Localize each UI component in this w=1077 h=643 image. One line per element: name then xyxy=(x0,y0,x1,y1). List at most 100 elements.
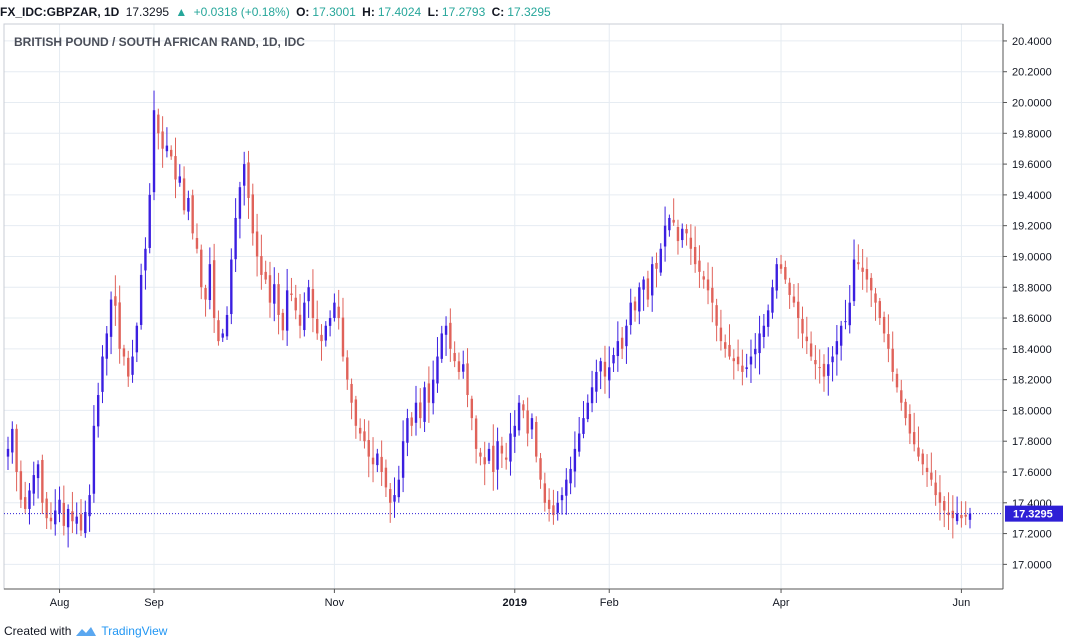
candle xyxy=(814,345,817,380)
candle xyxy=(930,452,933,486)
open-label: O: xyxy=(296,5,310,19)
candle xyxy=(745,353,748,378)
candle-body xyxy=(577,433,581,452)
candle xyxy=(251,183,254,246)
candle xyxy=(376,448,379,473)
candle xyxy=(84,500,87,538)
candle xyxy=(187,190,190,221)
candle-body xyxy=(49,517,53,522)
candle xyxy=(758,315,761,375)
candle xyxy=(736,339,740,372)
candle-body xyxy=(758,333,761,354)
candle xyxy=(311,269,315,333)
candle xyxy=(556,491,559,521)
y-tick-label: 18.8000 xyxy=(1012,282,1052,294)
candle-body xyxy=(728,344,731,357)
candle-body xyxy=(766,310,770,327)
candle-body xyxy=(599,361,602,372)
candle-body xyxy=(595,371,598,392)
candle-body xyxy=(839,325,843,346)
footer-brand[interactable]: TradingView xyxy=(101,624,168,638)
candle-body xyxy=(268,275,272,303)
candle xyxy=(509,412,512,476)
candle-body xyxy=(822,363,826,377)
candle-body xyxy=(934,482,937,496)
candle xyxy=(208,247,212,310)
candle-body xyxy=(148,194,151,248)
candle xyxy=(582,401,585,439)
price-scale[interactable]: 20.4000 20.2000 20.0000 19.8000 19.6000 19.40… xyxy=(1003,36,1052,571)
candle-body xyxy=(466,363,469,396)
candle-body xyxy=(930,472,933,480)
candle-body xyxy=(642,279,645,290)
candle xyxy=(165,127,169,158)
candle-body xyxy=(844,321,847,323)
candle-body xyxy=(277,284,280,315)
candle xyxy=(788,277,791,309)
candle xyxy=(603,345,607,394)
candle-body xyxy=(75,516,78,524)
open-value: 17.3001 xyxy=(312,5,356,19)
candle-body xyxy=(650,264,654,296)
candle-body xyxy=(109,299,113,337)
candle xyxy=(191,189,194,240)
candle xyxy=(882,311,886,343)
candle xyxy=(784,260,787,284)
candle-body xyxy=(15,428,18,472)
candle-body xyxy=(921,453,924,465)
candle xyxy=(19,460,23,509)
candle xyxy=(178,164,181,187)
symbol-name[interactable]: FX_IDC:GBPZAR, 1D xyxy=(0,5,120,19)
candle xyxy=(693,226,697,273)
candle xyxy=(225,306,229,340)
candle xyxy=(715,298,718,342)
candle-body xyxy=(874,293,877,303)
candle-body xyxy=(865,269,869,280)
candle xyxy=(681,223,684,248)
candle xyxy=(212,243,216,333)
candle xyxy=(861,248,864,290)
candle xyxy=(290,277,293,302)
candle-body xyxy=(517,402,521,431)
candle-body xyxy=(358,427,362,434)
candle-body xyxy=(225,314,229,337)
candle-body xyxy=(410,417,413,426)
candle-body xyxy=(195,237,199,249)
candle-body xyxy=(638,287,641,312)
candle xyxy=(749,339,753,383)
candle xyxy=(273,267,276,322)
candle-body xyxy=(741,365,744,372)
candle-body xyxy=(827,364,830,376)
candle xyxy=(118,285,121,364)
candle xyxy=(397,465,401,503)
candle-body xyxy=(182,178,186,211)
candle xyxy=(157,108,160,150)
candle-body xyxy=(208,264,212,301)
candle xyxy=(577,416,581,457)
candle-body xyxy=(397,479,401,498)
candle xyxy=(483,441,486,486)
candle xyxy=(444,316,448,356)
chart-title: BRITISH POUND / SOUTH AFRICAN RAND, 1D, … xyxy=(14,35,305,49)
candle xyxy=(96,382,100,438)
candle-body xyxy=(852,259,856,302)
candle-body xyxy=(444,325,448,335)
candle xyxy=(487,442,491,464)
candle xyxy=(801,306,804,349)
candle-body xyxy=(66,508,70,528)
candle-body xyxy=(530,418,534,430)
candle xyxy=(547,488,551,522)
candle-body xyxy=(419,402,422,419)
candle-body xyxy=(964,514,967,517)
candle-body xyxy=(204,288,207,300)
y-tick-label: 20.4000 xyxy=(1012,36,1052,48)
candle xyxy=(706,262,710,305)
candle-body xyxy=(23,497,27,509)
time-scale[interactable]: AugSepNov2019FebAprJunAug xyxy=(50,589,1077,609)
candle-body xyxy=(603,361,607,377)
candle-body xyxy=(178,176,181,183)
candle-body xyxy=(281,312,285,331)
candle xyxy=(139,263,143,330)
candle-body xyxy=(706,279,710,291)
